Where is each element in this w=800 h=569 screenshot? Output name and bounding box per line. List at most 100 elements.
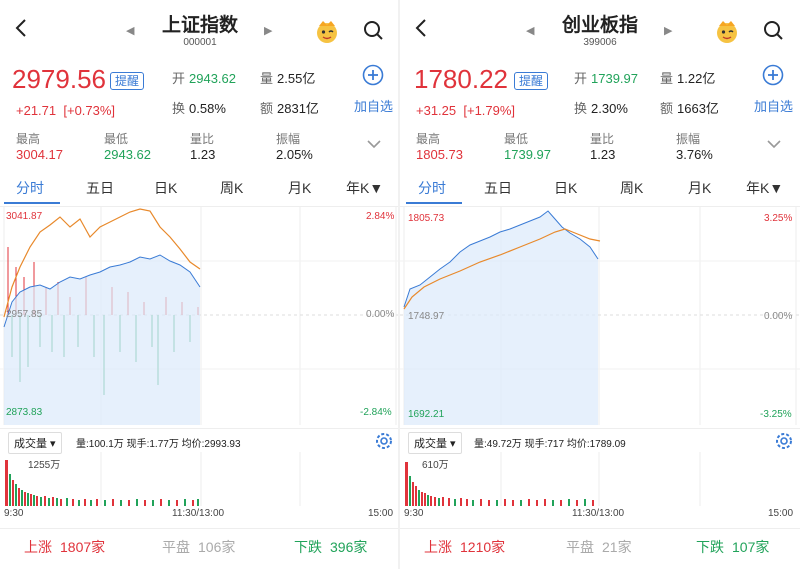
active-tab-indicator — [406, 202, 462, 204]
price-area — [404, 211, 598, 425]
back-arrow-icon[interactable] — [412, 18, 432, 38]
advancers[interactable]: 上涨 1210家 — [424, 539, 506, 555]
time-end: 15:00 — [768, 508, 794, 519]
average-line — [3, 208, 201, 318]
market-breadth: 上涨 1210家 平盘 21家 下跌 107家 — [400, 528, 800, 569]
gear-icon[interactable] — [374, 431, 394, 451]
amount: 额 2831亿 — [260, 101, 319, 116]
page-title: 创业板指 — [561, 15, 638, 36]
next-stock-icon[interactable]: ▶ — [264, 25, 273, 37]
axis-bottom-pct: -2.84% — [360, 407, 392, 418]
axis-bottom-pct: -3.25% — [760, 409, 792, 420]
axis-mid-pct: 0.00% — [764, 311, 793, 322]
time-end: 15:00 — [368, 508, 394, 519]
tab-weekly-k[interactable]: 周K — [620, 180, 644, 196]
intraday-chart[interactable]: 3041.87 2957.85 2873.83 2.84% 0.00% -2.8… — [0, 207, 400, 425]
volume-chart: 1255万 — [0, 452, 400, 506]
tab-five-day[interactable]: 五日 — [484, 180, 512, 196]
chevron-down-icon[interactable] — [766, 138, 782, 150]
tab-yearly-k[interactable]: 年K▼ — [746, 180, 784, 196]
search-icon[interactable] — [762, 19, 784, 41]
axis-top-pct: 2.84% — [366, 211, 395, 222]
tab-daily-k[interactable]: 日K — [554, 180, 578, 196]
volume-indicator-select[interactable]: 成交量 ▾ — [8, 432, 62, 454]
price-change: +21.71 [+0.73%] — [16, 103, 116, 118]
amount: 额 1663亿 — [660, 101, 719, 116]
volume-chart-svg — [5, 452, 301, 506]
volume-max-label: 610万 — [422, 460, 449, 471]
current-price: 1780.22 — [414, 64, 508, 94]
time-start: 9:30 — [404, 508, 424, 519]
back-arrow-icon[interactable] — [12, 18, 32, 38]
volume: 量 1.22亿 — [660, 71, 716, 86]
market-breadth: 上涨 1807家 平盘 106家 下跌 396家 — [0, 528, 400, 569]
chevron-down-icon[interactable] — [366, 138, 382, 150]
stat-label: 最高 — [16, 132, 41, 146]
search-icon[interactable] — [362, 19, 384, 41]
decliners[interactable]: 下跌 396家 — [294, 539, 368, 555]
turnover-rate: 换 0.58% — [172, 101, 226, 116]
tab-intraday[interactable]: 分时 — [418, 180, 446, 196]
intraday-chart[interactable]: 1805.73 1748.97 1692.21 3.25% 0.00% -3.2… — [400, 207, 800, 425]
tab-monthly-k[interactable]: 月K — [288, 180, 312, 196]
volume-max-label: 1255万 — [28, 460, 61, 471]
stat-volume-ratio: 1.23 — [190, 147, 216, 162]
remind-button[interactable]: 提醒 — [514, 72, 549, 90]
tab-weekly-k[interactable]: 周K — [220, 180, 244, 196]
stat-low: 2943.62 — [104, 147, 151, 162]
average-line — [403, 228, 601, 310]
gear-icon[interactable] — [774, 431, 794, 451]
volume-toolbar: 成交量 ▾ 量:100.1万 现手:1.77万 均价:2993.93 — [0, 428, 400, 454]
header: ◀ 创业板指 399006 ▶ — [400, 0, 800, 56]
tab-daily-k[interactable]: 日K — [154, 180, 178, 196]
axis-bottom-price: 1692.21 — [408, 409, 445, 420]
tab-monthly-k[interactable]: 月K — [688, 180, 712, 196]
decliners[interactable]: 下跌 107家 — [696, 539, 770, 555]
mascot-icon[interactable] — [314, 18, 340, 44]
stock-panel-chinext: ◀ 创业板指 399006 ▶ 1780.22 提醒 +31.25 [+1.79… — [400, 0, 800, 569]
axis-bottom-price: 2873.83 — [6, 407, 43, 418]
stock-panel-sse: ◀ 上证指数 000001 ▶ 2979.56 提醒 +21.71 [+0.73… — [0, 15, 400, 569]
intraday-chart-svg — [0, 207, 400, 425]
stat-label: 最高 — [416, 132, 441, 146]
price-line — [3, 254, 201, 328]
tab-five-day[interactable]: 五日 — [86, 180, 114, 196]
prev-stock-icon[interactable]: ◀ — [126, 25, 135, 37]
unchanged[interactable]: 平盘 106家 — [162, 539, 236, 555]
volume: 量 2.55亿 — [260, 71, 316, 86]
axis-mid-pct: 0.00% — [366, 309, 395, 320]
add-watchlist-button[interactable]: 加自选 — [354, 99, 394, 114]
tab-yearly-k[interactable]: 年K▼ — [346, 180, 384, 196]
stat-amplitude: 2.05% — [276, 147, 313, 162]
volume-chart: 610万 — [400, 452, 800, 506]
unchanged[interactable]: 平盘 21家 — [566, 539, 632, 555]
axis-top-pct: 3.25% — [764, 213, 793, 224]
remind-button[interactable]: 提醒 — [110, 72, 145, 90]
price-change: +31.25 [+1.79%] — [416, 103, 516, 118]
axis-top-price: 1805.73 — [408, 213, 445, 224]
current-price: 2979.56 — [12, 64, 106, 94]
advancers[interactable]: 上涨 1807家 — [24, 539, 106, 555]
chart-tabs: 分时 五日 日K 周K 月K 年K▼ — [400, 172, 800, 207]
add-watchlist-icon[interactable] — [762, 64, 784, 86]
mascot-icon[interactable] — [714, 18, 740, 44]
stat-label: 量比 — [190, 132, 215, 146]
stat-label: 振幅 — [676, 132, 701, 146]
stat-label: 量比 — [590, 132, 615, 146]
next-stock-icon[interactable]: ▶ — [664, 25, 673, 37]
volume-chart-svg — [405, 452, 701, 506]
stat-low: 1739.97 — [504, 147, 551, 162]
chart-tabs: 分时 五日 日K 周K 月K 年K▼ — [0, 172, 400, 207]
time-start: 9:30 — [4, 508, 24, 519]
time-mid: 11:30/13:00 — [572, 508, 625, 519]
volume-indicator-select[interactable]: 成交量 ▾ — [408, 432, 462, 454]
add-watchlist-button[interactable]: 加自选 — [754, 99, 794, 114]
add-watchlist-icon[interactable] — [362, 64, 384, 86]
volume-info: 量:100.1万 现手:1.77万 均价:2993.93 — [76, 439, 241, 450]
prev-stock-icon[interactable]: ◀ — [526, 25, 535, 37]
axis-mid-price: 2957.85 — [6, 309, 43, 320]
tab-intraday[interactable]: 分时 — [16, 180, 44, 196]
time-mid: 11:30/13:00 — [172, 508, 225, 519]
stat-label: 最低 — [504, 132, 529, 146]
intraday-chart-svg — [400, 207, 800, 425]
